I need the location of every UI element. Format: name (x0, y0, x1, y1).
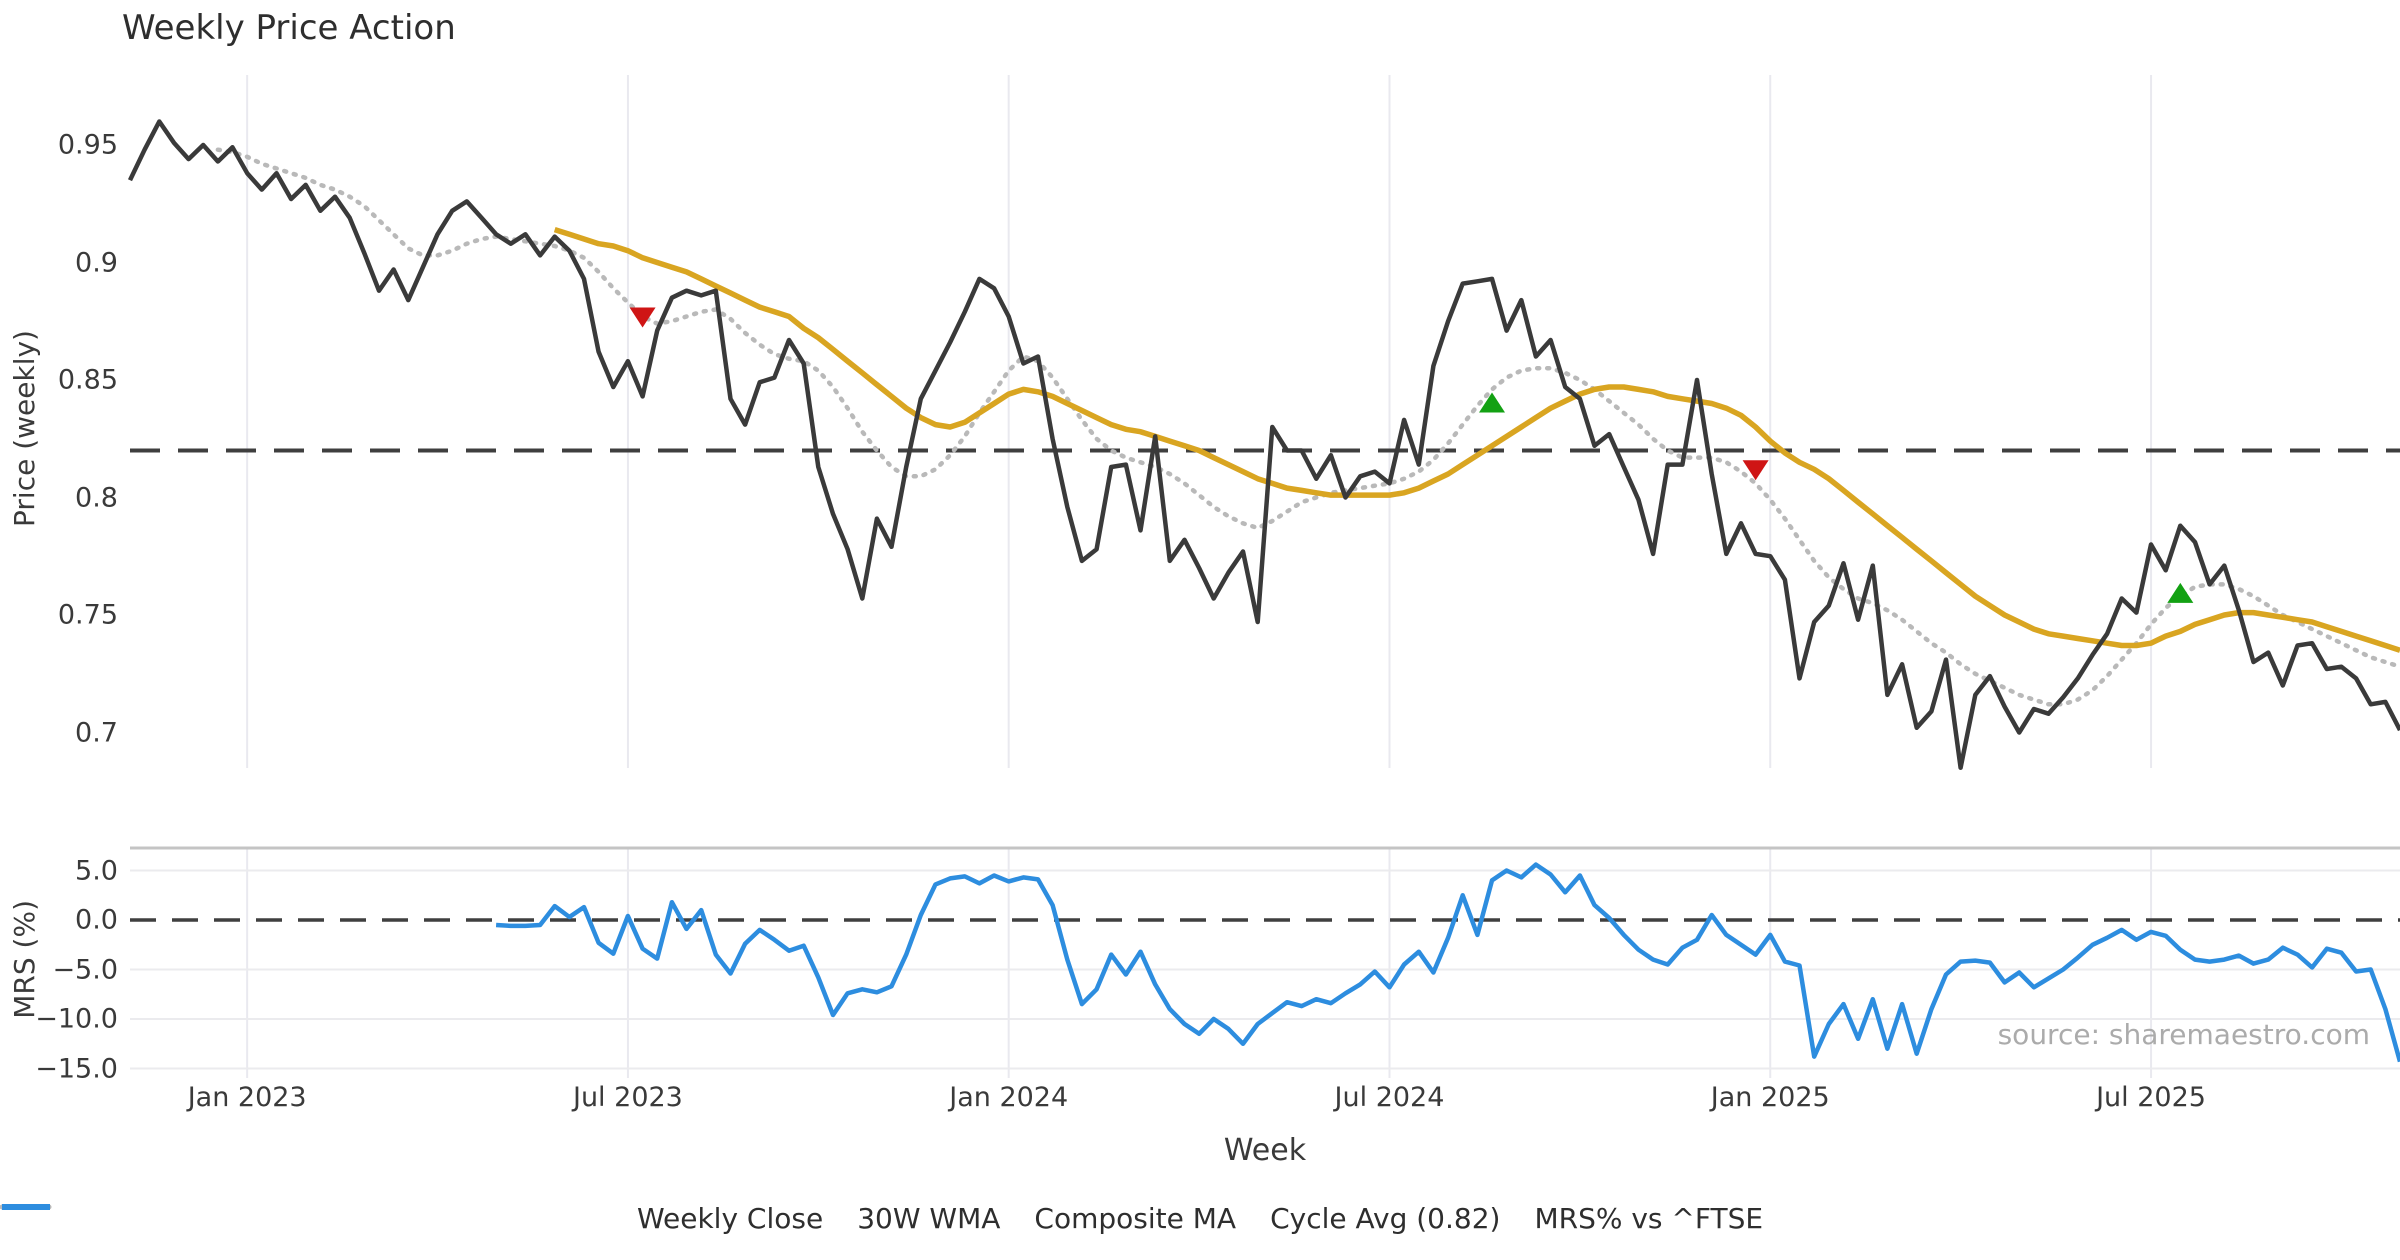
weekly-close-line (127, 119, 2400, 770)
mrs-tick-label: 0.0 (75, 904, 118, 936)
wma-30w-line (553, 226, 2400, 653)
source-watermark: source: sharemaestro.com (1997, 1018, 2370, 1051)
mrs-tick-label: 5.0 (75, 855, 118, 886)
legend-label: Composite MA (1034, 1202, 1237, 1235)
legend-label: Weekly Close (636, 1202, 824, 1235)
legend-label: MRS% vs ^FTSE (1534, 1202, 1764, 1235)
mrs-tick-label: −5.0 (52, 954, 118, 985)
legend-label: Cycle Avg (0.82) (1270, 1202, 1501, 1235)
mrs-tick-label: −10.0 (35, 1003, 118, 1035)
legend: Weekly Close 30W WMA Composite MA Cycle Avg… (0, 1202, 2400, 1235)
legend-item-cycle-avg-0-82-: Cycle Avg (0.82) (2, 1202, 1501, 1235)
buy-signal-marker (1479, 392, 1505, 413)
sell-signal-marker (629, 307, 656, 328)
mrs-tick-label: −15.0 (35, 1053, 118, 1084)
chart-title: Weekly Price Action (122, 8, 456, 48)
composite-ma-line (215, 147, 2400, 707)
legend-line-sample (2, 1204, 50, 1210)
sell-signal-marker (1742, 460, 1769, 481)
week-tick-label: Jan 2023 (187, 1082, 307, 1113)
week-axis-label: Week (1223, 1133, 1307, 1168)
price-tick-label: 0.8 (75, 482, 118, 513)
price-tick-label: 0.85 (57, 364, 118, 396)
price-tick-label: 0.9 (75, 247, 118, 278)
legend-item-weekly-close: Weekly Close (2, 1202, 824, 1235)
week-tick-label: Jul 2024 (1334, 1082, 1445, 1113)
legend-item-composite-ma: Composite MA (0, 1202, 1237, 1235)
price-tick-label: 0.7 (75, 717, 118, 748)
legend-item-mrs-vs-ftse: MRS% vs ^FTSE (2, 1202, 1764, 1235)
week-tick-label: Jan 2024 (949, 1082, 1069, 1113)
price-tick-label: 0.75 (57, 599, 118, 631)
week-tick-label: Jan 2025 (1710, 1082, 1830, 1113)
legend-item-30w-wma: 30W WMA (2, 1202, 1001, 1235)
buy-signal-marker (2167, 582, 2194, 603)
week-tick-label: Jul 2023 (572, 1082, 683, 1113)
price-tick-label: 0.95 (57, 129, 118, 161)
legend-label: 30W WMA (857, 1202, 1001, 1235)
week-tick-label: Jul 2025 (2096, 1082, 2206, 1113)
mrs-line (495, 862, 2400, 1063)
